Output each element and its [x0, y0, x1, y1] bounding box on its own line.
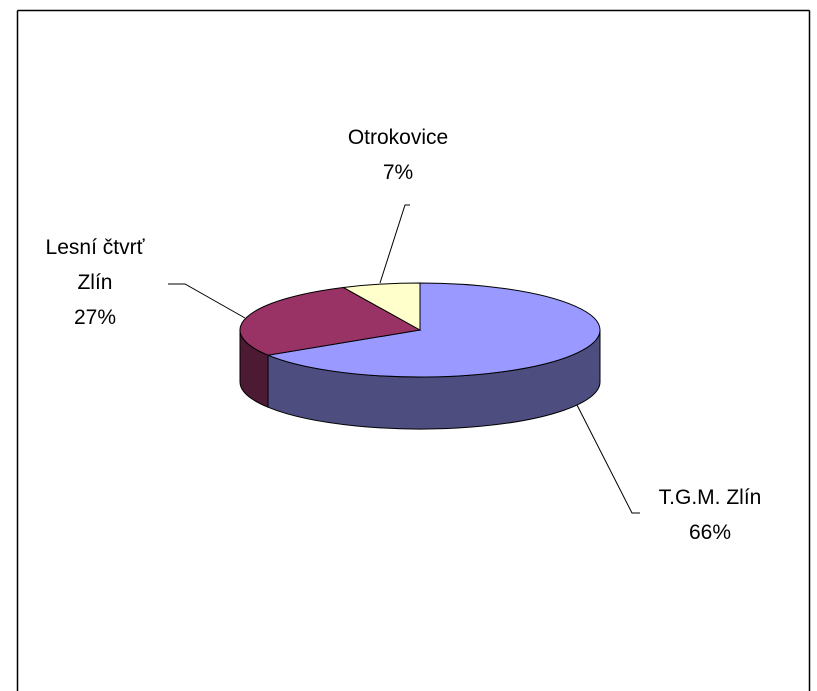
data-label: Lesní čtvrť Zlín 27% [30, 230, 160, 335]
leader-line [168, 283, 246, 319]
slice [239, 286, 422, 408]
category-label: Lesní čtvrť Zlín [45, 236, 145, 294]
data-label: T.G.M. Zlín 66% [630, 480, 790, 550]
category-label: Otrokovice [347, 126, 449, 149]
leader-line [576, 404, 640, 514]
slice-top [341, 282, 421, 331]
data-label: Otrokovice 7% [318, 120, 478, 190]
slice [341, 282, 421, 331]
slice-top [266, 282, 601, 378]
leader-line [379, 204, 410, 284]
category-label: T.G.M. Zlín [658, 486, 762, 509]
slice-top [239, 286, 422, 356]
value-label: 27% [73, 306, 117, 329]
value-label: 7% [382, 161, 414, 184]
value-label: 66% [688, 521, 732, 544]
